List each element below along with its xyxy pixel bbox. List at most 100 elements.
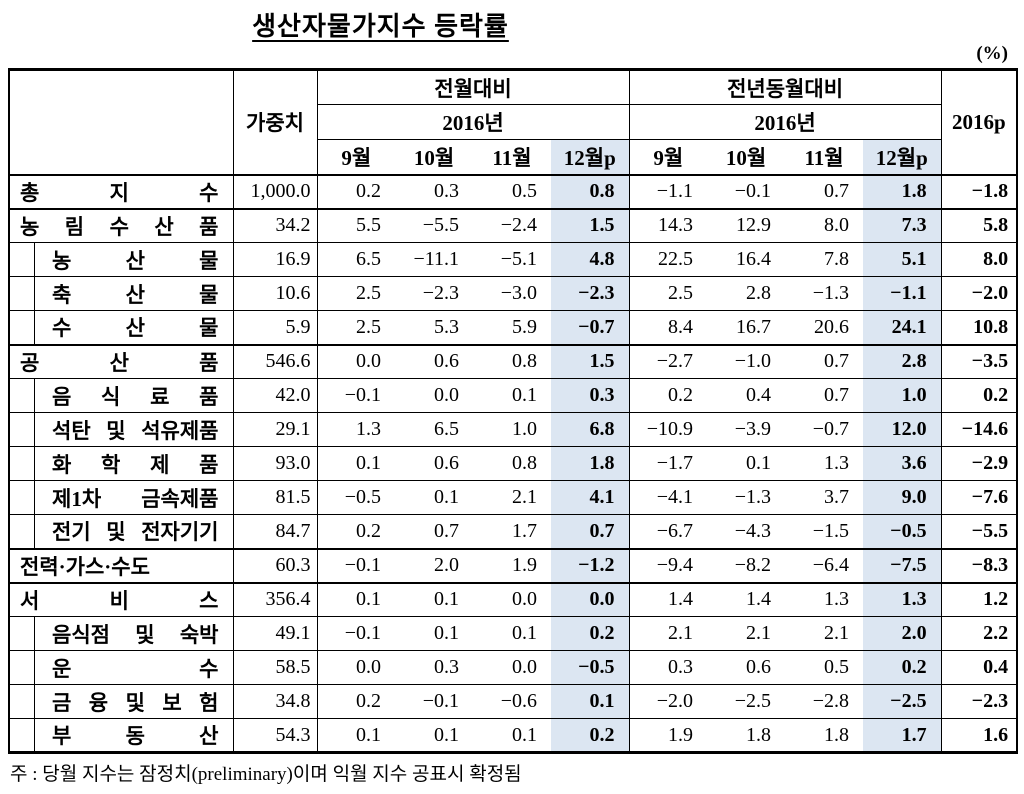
- table-body: 총 지 수 1,000.0 0.2 0.3 0.5 0.8 −1.1 −0.1 0.7 1.8 −1…: [9, 173, 1018, 753]
- row-category-text: 제1차 금속제품: [52, 486, 219, 511]
- mom-value-9월: −0.1: [317, 547, 395, 583]
- mom-value-9월: 0.2: [317, 684, 395, 719]
- row-category-text: 전력·가스·수도: [20, 554, 150, 579]
- mom-value-11월: 5.9: [473, 310, 551, 345]
- mom-value-11월: 0.8: [473, 343, 551, 379]
- mom-value-9월: 0.1: [317, 446, 395, 481]
- annual-value: −3.5: [941, 343, 1018, 379]
- table-row: 서 비 스 356.4 0.1 0.1 0.0 0.0 1.4 1.4 1.3 1.3 1.2: [9, 581, 1018, 617]
- annual-value: −7.6: [941, 480, 1018, 515]
- mom-month-header: 9월: [341, 145, 372, 170]
- yoy-month-header: 10월: [725, 145, 767, 170]
- mom-value-9월: 0.1: [317, 581, 395, 617]
- mom-value-9월: 1.3: [317, 412, 395, 447]
- yoy-value-9월: 2.5: [629, 276, 708, 311]
- mom-year-header: 2016년: [317, 104, 630, 140]
- page-title: 생산자물가지수 등락률: [8, 6, 753, 42]
- mom-value-9월: 6.5: [317, 242, 395, 277]
- row-category-text: 총 지 수: [20, 180, 219, 205]
- mom-value-12월p: 1.8: [551, 446, 630, 481]
- row-weight-value: 42.0: [233, 378, 318, 413]
- mom-value-12월p: −1.2: [551, 547, 630, 583]
- yoy-value-12월p: −1.1: [863, 276, 942, 311]
- row-category-label: 농 림 수 산 품: [9, 207, 234, 243]
- mom-value-12월p: 0.8: [551, 173, 630, 209]
- annual-value: 0.4: [941, 650, 1018, 685]
- yoy-group-header: 전년동월대비: [629, 69, 942, 105]
- mom-value-10월: 0.6: [395, 343, 473, 379]
- header-row-groups: 가중치 전월대비 전년동월대비 2016p: [9, 69, 1017, 175]
- yoy-year-header: 2016년: [629, 104, 942, 140]
- yoy-value-12월p: −7.5: [863, 547, 942, 583]
- annual-value: −14.6: [941, 412, 1018, 447]
- mom-month-header-prelim: 12월p: [551, 139, 630, 175]
- yoy-value-12월p: 24.1: [863, 310, 942, 345]
- mom-value-12월p: 4.1: [551, 480, 630, 515]
- yoy-month-header: 9월: [653, 145, 684, 170]
- table-row: 금 융 및 보 험 34.8 0.2 −0.1 −0.6 0.1 −2.0 −2.5 −2.8−…: [9, 683, 1018, 719]
- yoy-value-10월: 2.8: [707, 276, 786, 311]
- table-row: 총 지 수 1,000.0 0.2 0.3 0.5 0.8 −1.1 −0.1 0.7 1.8 −1…: [9, 173, 1018, 209]
- yoy-value-9월: −1.7: [629, 446, 708, 481]
- mom-value-12월p: 0.2: [551, 718, 630, 753]
- row-category-text: 음식점 및 숙박: [52, 622, 219, 647]
- annual-value: 0.2: [941, 378, 1018, 413]
- mom-value-12월p: 0.1: [551, 684, 630, 719]
- mom-value-9월: 2.5: [317, 276, 395, 311]
- row-category-text: 수 산 물: [52, 316, 219, 341]
- annual-value: 1.6: [941, 718, 1018, 753]
- annual-value: −2.9: [941, 446, 1018, 481]
- mom-value-11월: 0.1: [473, 718, 551, 753]
- yoy-value-10월: −2.5: [707, 684, 786, 719]
- yoy-value-9월: 22.5: [629, 242, 708, 277]
- mom-value-10월: 0.0: [395, 378, 473, 413]
- yoy-value-11월: 0.7: [785, 343, 864, 379]
- yoy-value-11월: −0.7: [785, 412, 864, 447]
- mom-value-11월: −2.4: [473, 207, 551, 243]
- category-header: [9, 69, 234, 175]
- yoy-value-11월: 1.3: [785, 446, 864, 481]
- yoy-value-10월: 0.1: [707, 446, 786, 481]
- mom-value-10월: 0.1: [395, 718, 473, 753]
- table-row: 수 산 물 5.9 2.5 5.3 5.9 −0.7 8.4 16.7 20.6 24.1 10.8: [9, 309, 1018, 345]
- row-category-label: 화 학 제 품: [9, 445, 234, 481]
- row-category-text: 농 산 물: [52, 248, 219, 273]
- annual-value: −2.3: [941, 684, 1018, 719]
- table-row: 전력·가스·수도 60.3 −0.1 2.0 1.9 −1.2 −9.4 −8.2 −6.4 −7…: [9, 547, 1018, 583]
- row-category-label: 석탄 및 석유제품: [9, 411, 234, 447]
- yoy-value-9월: −6.7: [629, 514, 708, 549]
- yoy-value-12월p: 5.1: [863, 242, 942, 277]
- row-category-text: 공 산 품: [20, 350, 219, 375]
- mom-value-12월p: 4.8: [551, 242, 630, 277]
- mom-value-12월p: −0.5: [551, 650, 630, 685]
- yoy-value-11월: 0.7: [785, 173, 864, 209]
- mom-value-11월: 0.5: [473, 173, 551, 209]
- table-row: 음식점 및 숙박 49.1 −0.1 0.1 0.1 0.2 2.1 2.1 2.1 2.0 2.2: [9, 615, 1018, 651]
- yoy-value-12월p: 1.3: [863, 581, 942, 617]
- yoy-value-10월: −3.9: [707, 412, 786, 447]
- mom-value-9월: 0.2: [317, 173, 395, 209]
- row-category-label: 음 식 료 품: [9, 377, 234, 413]
- table-row: 농 림 수 산 품 34.2 5.5 −5.5 −2.4 1.5 14.3 12.9 8.0 7.…: [9, 207, 1018, 243]
- row-category-text: 전기 및 전자기기: [52, 520, 219, 545]
- mom-value-10월: −0.1: [395, 684, 473, 719]
- row-category-label: 총 지 수: [9, 173, 234, 209]
- yoy-value-11월: −1.3: [785, 276, 864, 311]
- mom-value-9월: 0.2: [317, 514, 395, 549]
- row-weight-value: 29.1: [233, 412, 318, 447]
- mom-value-11월: 2.1: [473, 480, 551, 515]
- row-category-label: 서 비 스: [9, 581, 234, 617]
- row-category-label: 부 동 산: [9, 717, 234, 753]
- row-category-label: 축 산 물: [9, 275, 234, 311]
- yoy-value-10월: −0.1: [707, 173, 786, 209]
- header-row-months: 9월 10월 11월 12월p 9월 10월 11월 12월p: [9, 139, 1017, 175]
- mom-value-10월: 0.6: [395, 446, 473, 481]
- mom-value-10월: 2.0: [395, 547, 473, 583]
- mom-value-9월: 0.1: [317, 718, 395, 753]
- yoy-value-11월: 1.8: [785, 718, 864, 753]
- mom-value-9월: −0.5: [317, 480, 395, 515]
- annual-value: 8.0: [941, 242, 1018, 277]
- yoy-value-9월: 14.3: [629, 207, 708, 243]
- yoy-value-12월p: 1.7: [863, 718, 942, 753]
